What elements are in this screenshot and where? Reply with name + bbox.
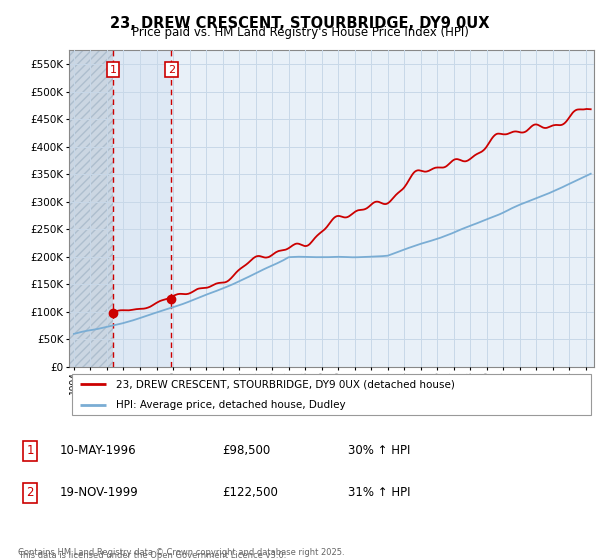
Text: This data is licensed under the Open Government Licence v3.0.: This data is licensed under the Open Gov…: [18, 551, 286, 560]
Text: Contains HM Land Registry data © Crown copyright and database right 2025.: Contains HM Land Registry data © Crown c…: [18, 548, 344, 557]
Text: 19-NOV-1999: 19-NOV-1999: [60, 486, 139, 500]
FancyBboxPatch shape: [71, 374, 592, 416]
Text: 23, DREW CRESCENT, STOURBRIDGE, DY9 0UX (detached house): 23, DREW CRESCENT, STOURBRIDGE, DY9 0UX …: [116, 380, 455, 390]
Text: 31% ↑ HPI: 31% ↑ HPI: [348, 486, 410, 500]
Text: 2: 2: [26, 486, 34, 500]
Text: £98,500: £98,500: [222, 444, 270, 458]
Text: 23, DREW CRESCENT, STOURBRIDGE, DY9 0UX: 23, DREW CRESCENT, STOURBRIDGE, DY9 0UX: [110, 16, 490, 31]
Text: £122,500: £122,500: [222, 486, 278, 500]
Text: 2: 2: [167, 64, 175, 74]
Text: 1: 1: [26, 444, 34, 458]
Bar: [69, 50, 113, 367]
Bar: [113, 50, 171, 367]
Text: 1: 1: [109, 64, 116, 74]
Text: 10-MAY-1996: 10-MAY-1996: [60, 444, 137, 458]
Text: HPI: Average price, detached house, Dudley: HPI: Average price, detached house, Dudl…: [116, 400, 346, 410]
Text: Price paid vs. HM Land Registry's House Price Index (HPI): Price paid vs. HM Land Registry's House …: [131, 26, 469, 39]
Text: 30% ↑ HPI: 30% ↑ HPI: [348, 444, 410, 458]
